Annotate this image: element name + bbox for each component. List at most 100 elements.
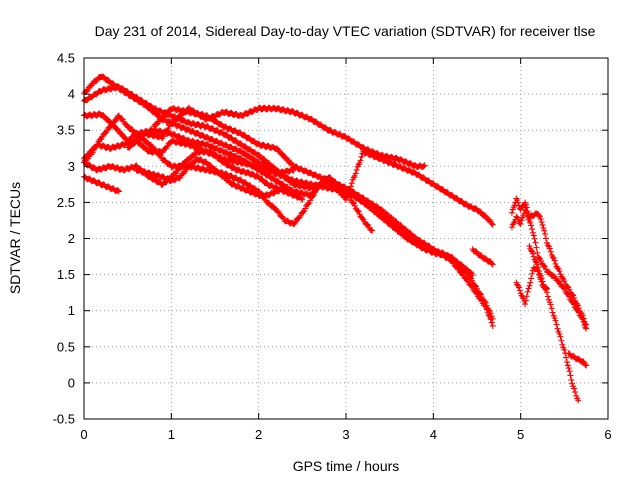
- data-point: [583, 362, 590, 369]
- data-point: [532, 239, 539, 246]
- data-point: [554, 265, 561, 272]
- data-point: [526, 282, 533, 289]
- grid-lines: [84, 58, 608, 419]
- data-point: [378, 206, 385, 213]
- data-point: [566, 293, 573, 300]
- data-point: [534, 261, 541, 268]
- data-point: [548, 305, 555, 312]
- data-point: [315, 183, 322, 190]
- data-point: [537, 216, 544, 223]
- y-tick-label: 0.5: [57, 339, 75, 354]
- data-point: [542, 235, 549, 242]
- data-point: [356, 159, 363, 166]
- data-point: [528, 247, 535, 254]
- data-point: [488, 220, 495, 227]
- data-point: [579, 316, 586, 323]
- data-point: [83, 88, 90, 95]
- data-point: [536, 212, 543, 219]
- data-point: [487, 316, 494, 323]
- data-point: [489, 261, 496, 268]
- data-point: [529, 226, 536, 233]
- data-point: [274, 145, 281, 152]
- x-tick-label: 5: [517, 427, 524, 442]
- data-point: [387, 221, 394, 228]
- data-point: [571, 294, 578, 301]
- y-axis-label: SDTVAR / TECUs: [7, 182, 23, 294]
- data-point: [556, 330, 563, 337]
- data-point: [529, 229, 536, 236]
- data-point: [392, 225, 399, 232]
- data-point: [530, 232, 537, 239]
- data-point: [543, 285, 550, 292]
- data-point: [207, 162, 214, 169]
- data-point: [299, 196, 306, 203]
- data-point: [482, 303, 489, 310]
- data-point: [541, 227, 548, 234]
- data-point: [421, 162, 428, 169]
- data-point: [516, 287, 523, 294]
- data-point: [369, 227, 376, 234]
- x-tick-label: 1: [168, 427, 175, 442]
- series-trace-16: [565, 350, 590, 369]
- data-point: [560, 284, 567, 291]
- data-point: [481, 212, 488, 219]
- y-tick-label: 3: [68, 159, 75, 174]
- data-point: [508, 224, 515, 231]
- y-tick-label: 1: [68, 303, 75, 318]
- data-point: [522, 297, 529, 304]
- x-tick-label: 4: [430, 427, 437, 442]
- data-point: [563, 354, 570, 361]
- data-point: [514, 197, 521, 204]
- data-point: [558, 337, 565, 344]
- data-point: [568, 376, 575, 383]
- y-tick-label: 2: [68, 231, 75, 246]
- series-trace-9: [124, 104, 428, 171]
- data-point: [343, 193, 350, 200]
- data-point: [555, 278, 562, 285]
- data-point: [546, 245, 553, 252]
- data-point: [573, 306, 580, 313]
- data-point: [565, 365, 572, 372]
- data-point: [516, 220, 523, 227]
- data-point: [571, 385, 578, 392]
- data-point: [489, 221, 496, 228]
- data-point: [531, 235, 538, 242]
- y-tick-label: -0.5: [53, 412, 75, 427]
- x-tick-label: 2: [255, 427, 262, 442]
- data-point: [559, 341, 566, 348]
- data-point: [533, 244, 540, 251]
- data-point: [573, 392, 580, 399]
- data-point: [93, 77, 100, 84]
- data-point: [283, 155, 290, 162]
- x-tick-labels: 0 1 2 3 4 5 6: [80, 427, 611, 442]
- data-point: [523, 293, 530, 300]
- data-point: [522, 206, 529, 213]
- data-point: [469, 277, 476, 284]
- data-point: [341, 186, 348, 193]
- data-point: [566, 286, 573, 293]
- data-point: [517, 221, 524, 228]
- data-point: [340, 192, 347, 199]
- data-point: [364, 221, 371, 228]
- data-point: [540, 225, 547, 232]
- data-point: [305, 201, 312, 208]
- data-point: [131, 140, 138, 147]
- y-tick-label: 2.5: [57, 195, 75, 210]
- data-point: [525, 285, 532, 292]
- series-trace-11: [469, 246, 496, 268]
- data-point: [552, 260, 559, 267]
- series-trace-10: [150, 105, 496, 228]
- data-point: [561, 346, 568, 353]
- data-point: [522, 301, 529, 308]
- data-point: [165, 125, 172, 132]
- data-point: [569, 298, 576, 305]
- data-point: [571, 301, 578, 308]
- data-point: [535, 267, 542, 274]
- data-point: [561, 285, 568, 292]
- data-point: [549, 309, 556, 316]
- data-point: [575, 397, 582, 404]
- data-point: [88, 148, 95, 155]
- data-point: [538, 258, 545, 265]
- data-point: [520, 202, 527, 209]
- data-point: [126, 144, 133, 151]
